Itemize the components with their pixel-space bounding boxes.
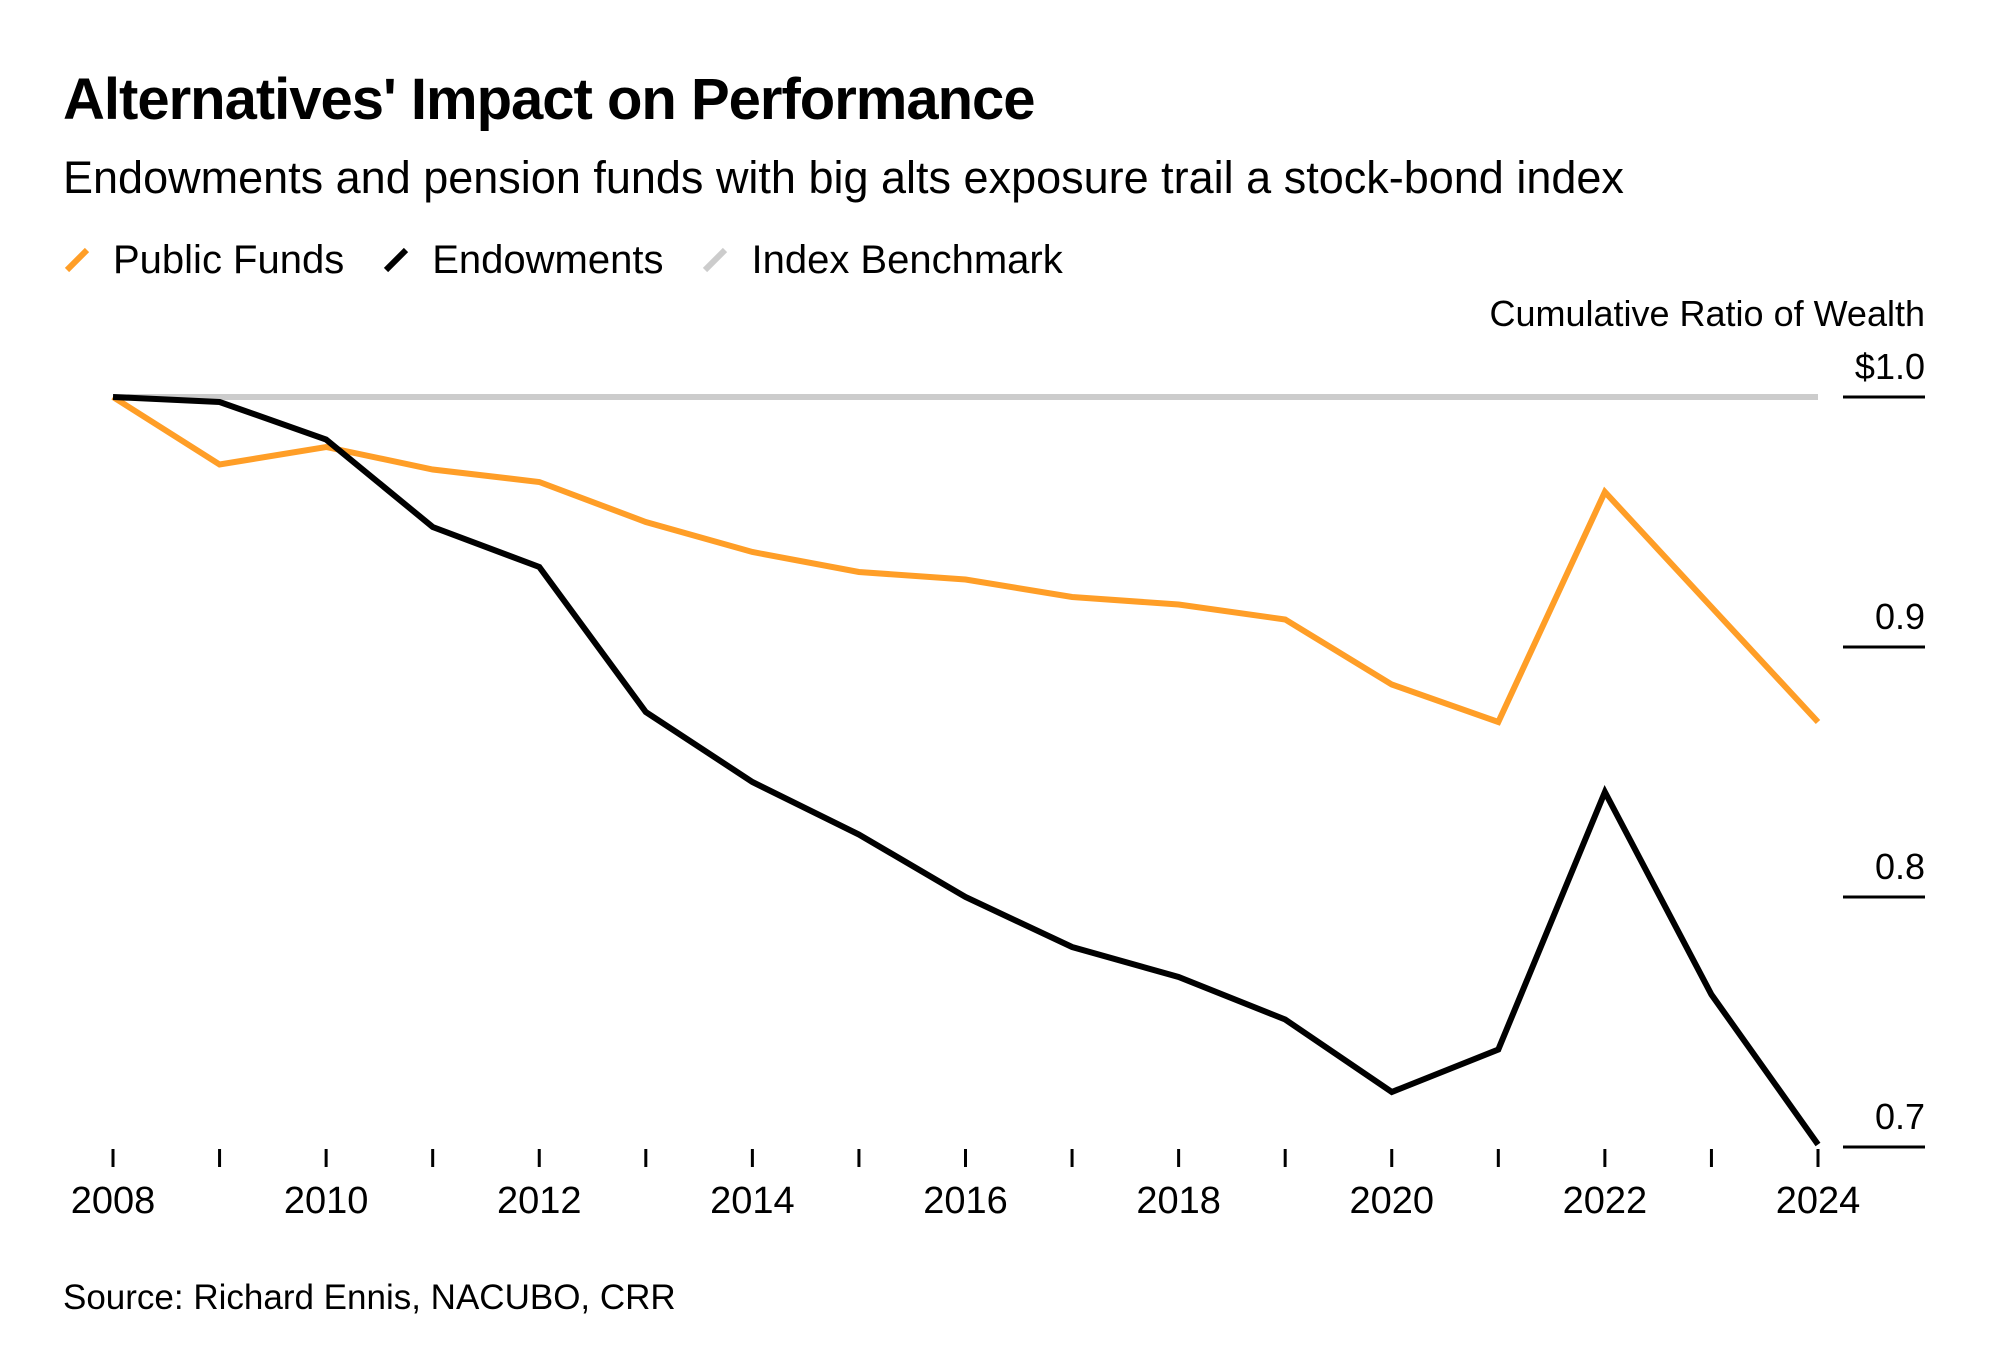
legend-swatch-index-benchmark	[703, 247, 728, 273]
y-tick-label: 0.7	[1875, 1096, 1925, 1137]
x-tick-label: 2024	[1776, 1180, 1861, 1222]
y-tick-label: 0.9	[1875, 596, 1925, 637]
legend-label-index-benchmark: Index Benchmark	[751, 237, 1063, 282]
legend-item-endowments: Endowments	[382, 238, 663, 283]
y-tick-label: 0.8	[1875, 846, 1925, 887]
x-tick-label: 2012	[497, 1180, 582, 1222]
series-line-public-funds	[111, 394, 1821, 726]
series-line-endowments	[112, 394, 1821, 1147]
x-tick-label: 2016	[923, 1180, 1008, 1222]
legend-label-public-funds: Public Funds	[113, 237, 345, 282]
y-axis: $1.0 0.9 0.8 0.7	[1843, 346, 1925, 1149]
legend: Public Funds Endowments Index Benchmark	[63, 232, 1101, 288]
x-tick-label: 2022	[1563, 1180, 1648, 1222]
legend-swatch-line	[384, 247, 409, 273]
legend-item-index-benchmark: Index Benchmark	[701, 237, 1063, 283]
chart-subtitle: Endowments and pension funds with big al…	[63, 152, 1624, 203]
x-tick-label: 2014	[710, 1180, 795, 1222]
source-note: Source: Richard Ennis, NACUBO, CRR	[63, 1278, 676, 1317]
y-axis-title: Cumulative Ratio of Wealth	[1489, 293, 1925, 334]
legend-swatch-line	[64, 247, 90, 273]
legend-swatch-endowments	[384, 247, 409, 273]
y-tick-label: $1.0	[1855, 346, 1925, 387]
legend-item-public-funds: Public Funds	[63, 238, 344, 283]
legend-label-endowments: Endowments	[432, 237, 664, 282]
chart-title: Alternatives' Impact on Performance	[63, 67, 1036, 132]
x-tick-label: 2008	[71, 1180, 156, 1222]
x-axis: 2008 2010 2012 2014 2016 2018 2020 2022 2024	[71, 1149, 1861, 1222]
legend-swatch-public-funds	[64, 247, 90, 273]
x-tick-label: 2018	[1136, 1180, 1221, 1222]
x-tick-label: 2010	[284, 1180, 369, 1222]
legend-swatch-line	[703, 247, 728, 273]
x-tick-label: 2020	[1349, 1180, 1434, 1222]
series-layer	[111, 394, 1821, 1147]
